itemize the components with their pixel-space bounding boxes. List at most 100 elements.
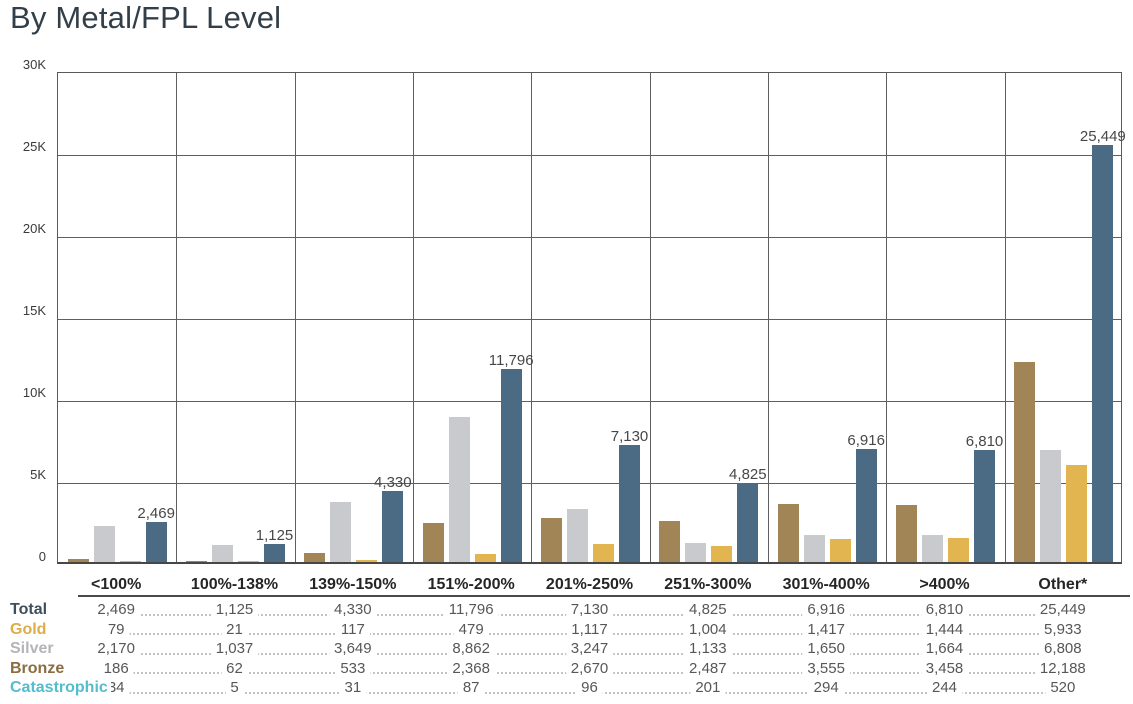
table-cell-value: 6,810 — [920, 600, 969, 620]
table-cell-value: 294 — [808, 678, 844, 698]
table-cell-value: 3,555 — [802, 658, 850, 678]
table-cell-value: 479 — [453, 619, 489, 639]
bar-gold-151%-200%[interactable] — [474, 554, 496, 562]
bar-bronze-151%-200%[interactable] — [422, 523, 444, 562]
bar-total-201%-250%[interactable] — [619, 445, 640, 562]
bar-silver-<100%[interactable] — [93, 526, 115, 562]
table-cell-value: 7,130 — [565, 600, 614, 620]
bar-gold->400%[interactable] — [948, 538, 969, 562]
bar-gold-301%-400%[interactable] — [829, 538, 851, 562]
gridline — [58, 483, 1121, 484]
category-separator — [1004, 73, 1006, 562]
table-cell-value: 1,444 — [920, 619, 969, 639]
x-axis-category-label: 301%-400% — [782, 576, 870, 593]
table-cell-value: 533 — [335, 658, 371, 678]
total-bar-value-label: 7,130 — [610, 428, 649, 446]
x-axis-category-label: 251%-300% — [664, 576, 752, 593]
table-cell-value: 1,004 — [684, 619, 732, 639]
gridline — [58, 319, 1121, 320]
table-cell-value: 5 — [225, 678, 244, 698]
bar-silver-Other*[interactable] — [1040, 450, 1062, 562]
table-row-label: Silver — [10, 639, 57, 659]
gridline — [58, 401, 1121, 402]
bar-gold-100%-138%[interactable] — [238, 561, 259, 562]
table-cell-value: 79 — [102, 619, 130, 639]
y-tick-label: 30K — [22, 57, 46, 72]
bar-silver-151%-200%[interactable] — [448, 416, 470, 562]
bar-gold-201%-250%[interactable] — [593, 543, 614, 562]
total-bar-value-label: 6,810 — [965, 433, 1004, 451]
table-cell-value: 2,487 — [684, 658, 732, 678]
x-axis-category-label: 201%-250% — [545, 576, 634, 593]
bar-silver-301%-400%[interactable] — [803, 534, 825, 562]
bar-gold-139%-150%[interactable] — [356, 560, 378, 562]
table-cell-value: 1,133 — [684, 639, 732, 659]
bar-bronze-301%-400%[interactable] — [777, 503, 799, 562]
x-axis-category-label: <100% — [91, 576, 142, 593]
bar-total-151%-200%[interactable] — [500, 368, 522, 562]
table-cell-value: 186 — [98, 658, 134, 678]
table-cell-value: 3,649 — [329, 639, 377, 659]
bar-bronze-139%-150%[interactable] — [304, 553, 326, 562]
bar-bronze-100%-138%[interactable] — [186, 560, 207, 562]
bar-bronze-<100%[interactable] — [67, 558, 89, 562]
category-separator — [886, 73, 888, 562]
y-tick-label: 20K — [22, 221, 46, 236]
table-row: Gold 79 21 117 479 1,117 1,004 1,417 1,444 5,933 — [0, 619, 1133, 639]
bar-total-301%-400%[interactable] — [855, 448, 877, 562]
table-cell-value: 87 — [457, 678, 485, 698]
table-cell-value: 3,247 — [565, 639, 614, 659]
bar-silver-201%-250%[interactable] — [567, 508, 588, 562]
table-row: Silver 2,170 1,037 3,649 8,862 3,247 1,133 1,65… — [0, 639, 1133, 659]
category-separator — [768, 73, 769, 562]
bar-total-Other*[interactable] — [1092, 144, 1114, 562]
bar-total-139%-150%[interactable] — [382, 491, 404, 562]
table-cell-value: 244 — [926, 678, 963, 698]
table-cell-value: 96 — [576, 678, 603, 698]
bar-bronze-251%-300%[interactable] — [659, 521, 681, 562]
gridline — [58, 155, 1121, 156]
category-separator — [649, 73, 651, 562]
table-cell-value: 2,670 — [565, 658, 614, 678]
table-cell-value: 4,330 — [329, 600, 377, 620]
y-tick-label: 10K — [22, 385, 46, 400]
table-cell-value: 8,862 — [447, 639, 495, 659]
legend-table: Total 2,469 1,125 4,330 11,796 7,130 4,825 6,91… — [0, 600, 1133, 698]
bar-bronze-201%-250%[interactable] — [541, 518, 562, 562]
x-axis-category-label: >400% — [919, 576, 970, 593]
table-row-label: Total — [10, 600, 51, 620]
bar-total->400%[interactable] — [974, 450, 995, 562]
bar-gold-<100%[interactable] — [119, 560, 141, 562]
bar-silver->400%[interactable] — [922, 534, 943, 562]
table-cell-value: 1,664 — [920, 639, 969, 659]
table-cell-value: 201 — [690, 678, 726, 698]
y-tick-label: 25K — [22, 139, 46, 154]
y-tick-label: 15K — [22, 303, 46, 318]
total-bar-value-label: 11,796 — [488, 351, 534, 369]
bar-silver-251%-300%[interactable] — [685, 543, 707, 562]
table-cell-value: 6,808 — [1039, 639, 1087, 659]
category-separator — [176, 73, 178, 562]
bar-total-251%-300%[interactable] — [737, 482, 759, 562]
bar-gold-Other*[interactable] — [1066, 464, 1088, 562]
table-cell-value: 1,117 — [566, 619, 613, 639]
bar-total-100%-138%[interactable] — [264, 543, 285, 562]
table-cell-value: 21 — [221, 619, 248, 639]
table-cell-value: 1,650 — [802, 639, 850, 659]
bar-bronze-Other*[interactable] — [1014, 362, 1036, 562]
total-bar-value-label: 4,330 — [374, 473, 412, 491]
bar-silver-139%-150%[interactable] — [330, 502, 352, 562]
total-bar-value-label: 6,916 — [847, 431, 885, 449]
total-bar-value-label: 2,469 — [137, 504, 175, 522]
table-row-label: Gold — [10, 619, 50, 639]
bar-bronze->400%[interactable] — [896, 505, 917, 562]
bar-total-<100%[interactable] — [145, 521, 167, 562]
category-separator — [294, 73, 296, 562]
table-cell-value: 3,458 — [920, 658, 969, 678]
x-axis-category-label: Other* — [1038, 576, 1088, 593]
bar-gold-251%-300%[interactable] — [711, 545, 733, 562]
table-cell-value: 520 — [1045, 678, 1081, 698]
category-separator — [531, 73, 533, 562]
bar-silver-100%-138%[interactable] — [212, 545, 233, 562]
